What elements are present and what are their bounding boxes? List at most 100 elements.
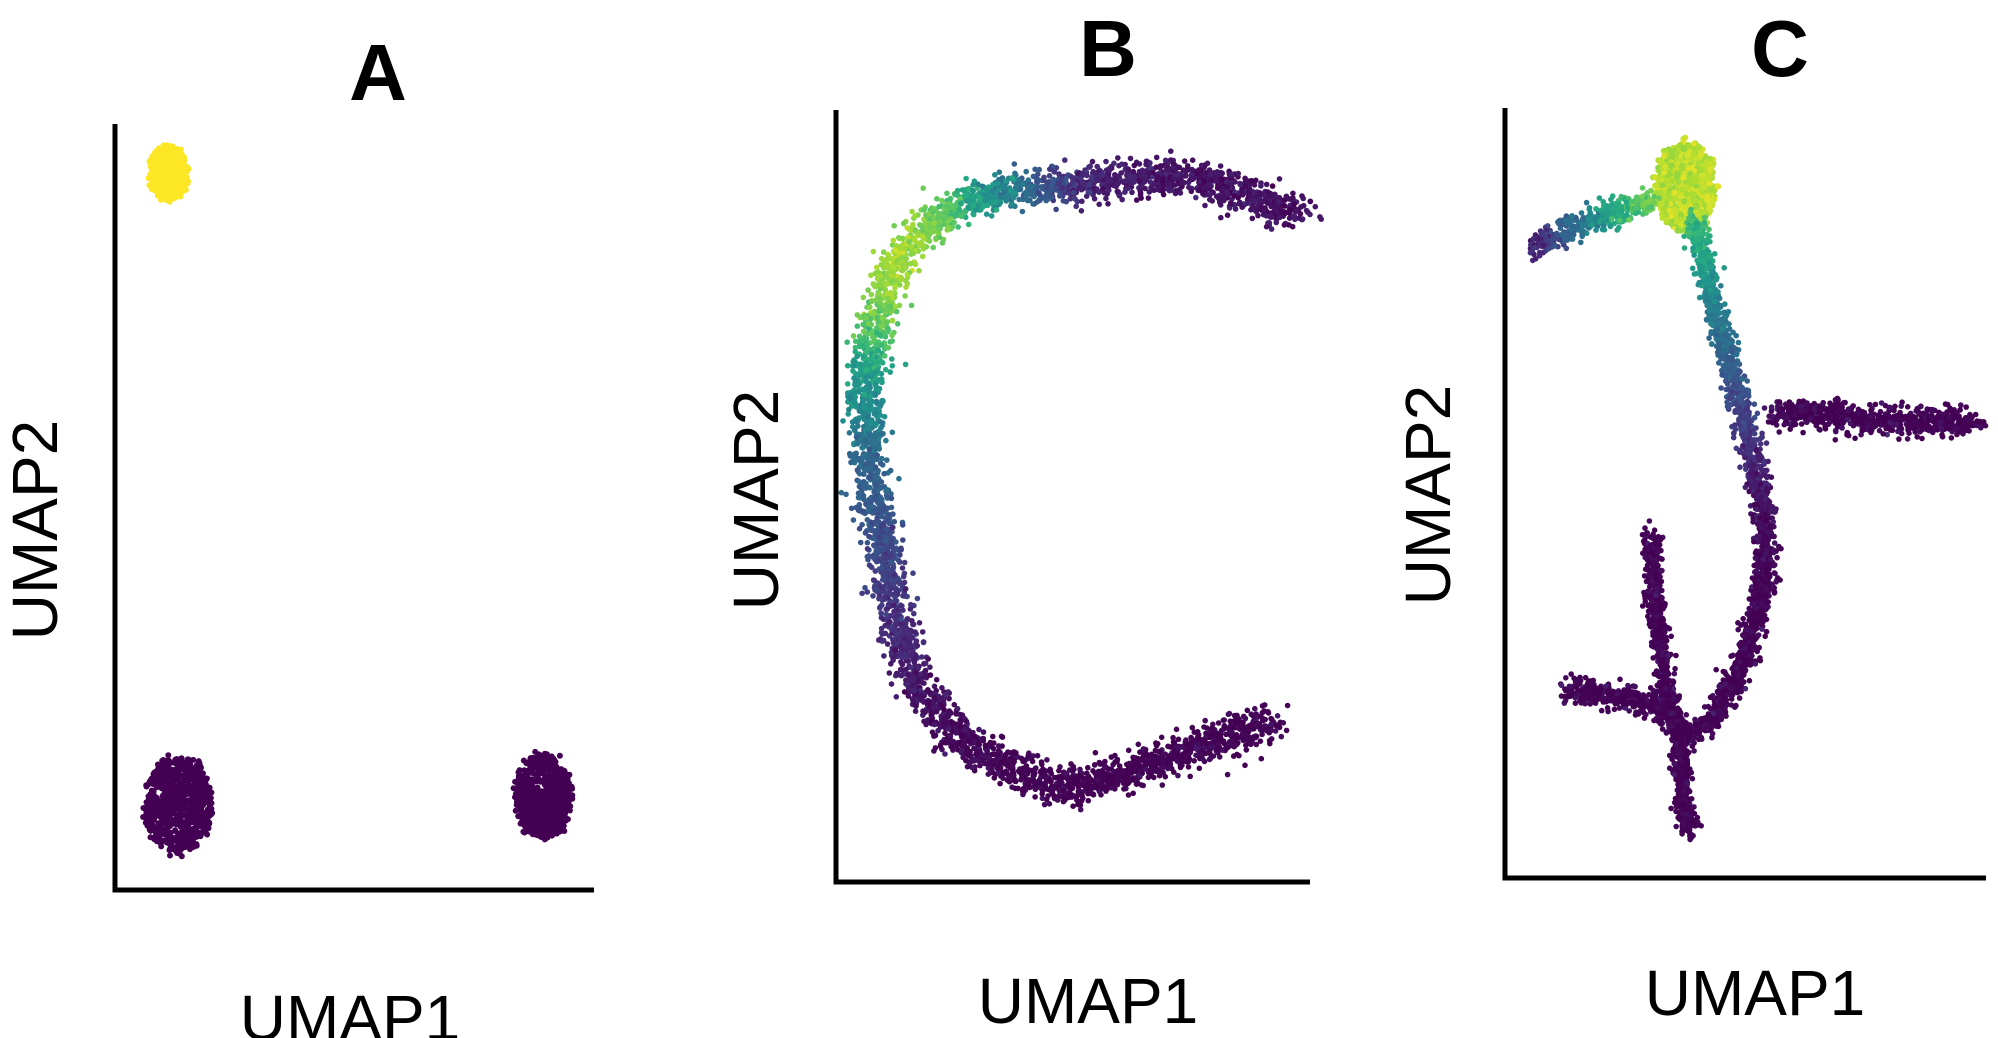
- panel-b-point: [883, 259, 889, 266]
- panel-b-point: [1009, 175, 1016, 181]
- panel-b-point: [877, 478, 884, 485]
- panel-b-point: [912, 629, 918, 635]
- panel-b-point: [919, 253, 926, 260]
- panel-b-point: [1307, 198, 1314, 205]
- panel-b-point: [867, 304, 873, 310]
- panel-a-point: [178, 853, 185, 860]
- panel-b-point: [882, 353, 888, 359]
- panel-b-point: [1080, 171, 1086, 177]
- panel-b-point: [873, 354, 880, 360]
- panel-b-point: [1037, 197, 1043, 204]
- panel-b-point: [997, 194, 1004, 201]
- panel-b-point: [1268, 212, 1275, 219]
- panel-a-point: [157, 166, 164, 173]
- panel-b-point: [861, 391, 868, 398]
- panel-b-point: [1053, 206, 1059, 213]
- panel-a-point: [162, 817, 169, 824]
- panel-b-point: [920, 242, 927, 248]
- panel-b-point: [1307, 211, 1313, 218]
- panel-b-point: [1263, 213, 1270, 219]
- panel-b-point: [1168, 148, 1174, 154]
- panel-b-point: [954, 705, 961, 712]
- panel-a-point: [183, 773, 190, 780]
- panel-a-point: [175, 797, 182, 804]
- panel-b-point: [910, 621, 917, 628]
- panel-b-point: [856, 478, 862, 485]
- panel-a-point: [163, 839, 170, 846]
- panel-a-point: [144, 822, 151, 829]
- panel-b-point: [1127, 173, 1134, 180]
- panel-b-point: [1086, 181, 1093, 188]
- panel-a-point: [551, 780, 557, 787]
- panel-b-point: [1136, 161, 1143, 167]
- panel-a-point: [169, 766, 176, 773]
- panel-b-point: [889, 332, 895, 339]
- panel-b-point: [1048, 185, 1055, 191]
- panel-a-point: [152, 186, 158, 193]
- panel-a-point: [159, 757, 166, 764]
- panel-b-point: [1131, 162, 1138, 169]
- panel-b-point: [931, 683, 938, 690]
- panel-b-point: [860, 411, 867, 418]
- panel-b-point: [870, 554, 876, 560]
- panel-b-point: [887, 369, 893, 375]
- panel-b-point: [879, 523, 885, 530]
- panel-b-point: [869, 504, 875, 510]
- panel-b-point: [1115, 180, 1121, 187]
- panel-a-point: [552, 814, 559, 821]
- panel-b-point: [898, 616, 904, 622]
- panel-b-point: [840, 418, 846, 424]
- panel-a-point: [172, 827, 179, 834]
- panel-b-point: [1131, 179, 1137, 185]
- panel-a-point: [147, 834, 154, 841]
- panel-b-point: [874, 413, 880, 420]
- panel-b-point: [1276, 176, 1283, 182]
- panel-b-point: [870, 248, 877, 255]
- panel-b-point: [851, 362, 858, 369]
- panel-b-point: [914, 595, 921, 602]
- panel-b-point: [904, 647, 910, 654]
- panel-a-point: [156, 763, 163, 769]
- panel-b-point: [884, 274, 891, 281]
- panel-b-point: [887, 552, 894, 558]
- panel-b-point: [1111, 160, 1117, 167]
- panel-a-point: [188, 818, 195, 825]
- panel-b-point: [900, 573, 907, 580]
- panel-b-point: [885, 344, 892, 351]
- panel-a-point: [190, 810, 197, 817]
- panel-b-point: [1094, 163, 1100, 170]
- panel-a-point: [538, 759, 545, 766]
- panel-b-point: [1019, 208, 1026, 215]
- panel-b-point: [1147, 165, 1154, 171]
- panel-b-point: [1217, 163, 1224, 169]
- panel-b-point: [873, 432, 880, 439]
- panel-b-point: [1177, 190, 1184, 196]
- panel-a-point: [167, 852, 173, 859]
- panel-b-point: [897, 552, 903, 558]
- panel-b-point: [849, 424, 856, 430]
- panel-b-point: [935, 211, 942, 217]
- panel-b-point: [874, 586, 880, 593]
- panel-b-point: [954, 187, 961, 194]
- panel-b-point: [934, 196, 940, 202]
- panel-b-point: [874, 558, 880, 565]
- panel-b-point: [1070, 189, 1077, 196]
- panel-a-point: [551, 792, 558, 799]
- panel-b-point: [1206, 167, 1213, 173]
- panel-b-point: [900, 537, 906, 543]
- panel-b-point: [867, 393, 874, 400]
- panel-b-point: [889, 338, 895, 344]
- panel-letter-a: A: [349, 28, 407, 117]
- panel-b-point: [883, 437, 889, 444]
- panel-b-point: [890, 511, 896, 517]
- panel-a-point: [177, 808, 184, 814]
- panel-b-point: [919, 654, 925, 660]
- panel-a-point: [184, 761, 191, 768]
- panel-b-point: [893, 539, 899, 545]
- panel-b-point: [877, 300, 883, 307]
- panel-b-point: [1062, 157, 1068, 163]
- panel-b-point: [1196, 168, 1202, 174]
- panel-a-point: [180, 171, 187, 178]
- panel-b-point: [890, 654, 897, 661]
- panel-a-point: [171, 157, 178, 164]
